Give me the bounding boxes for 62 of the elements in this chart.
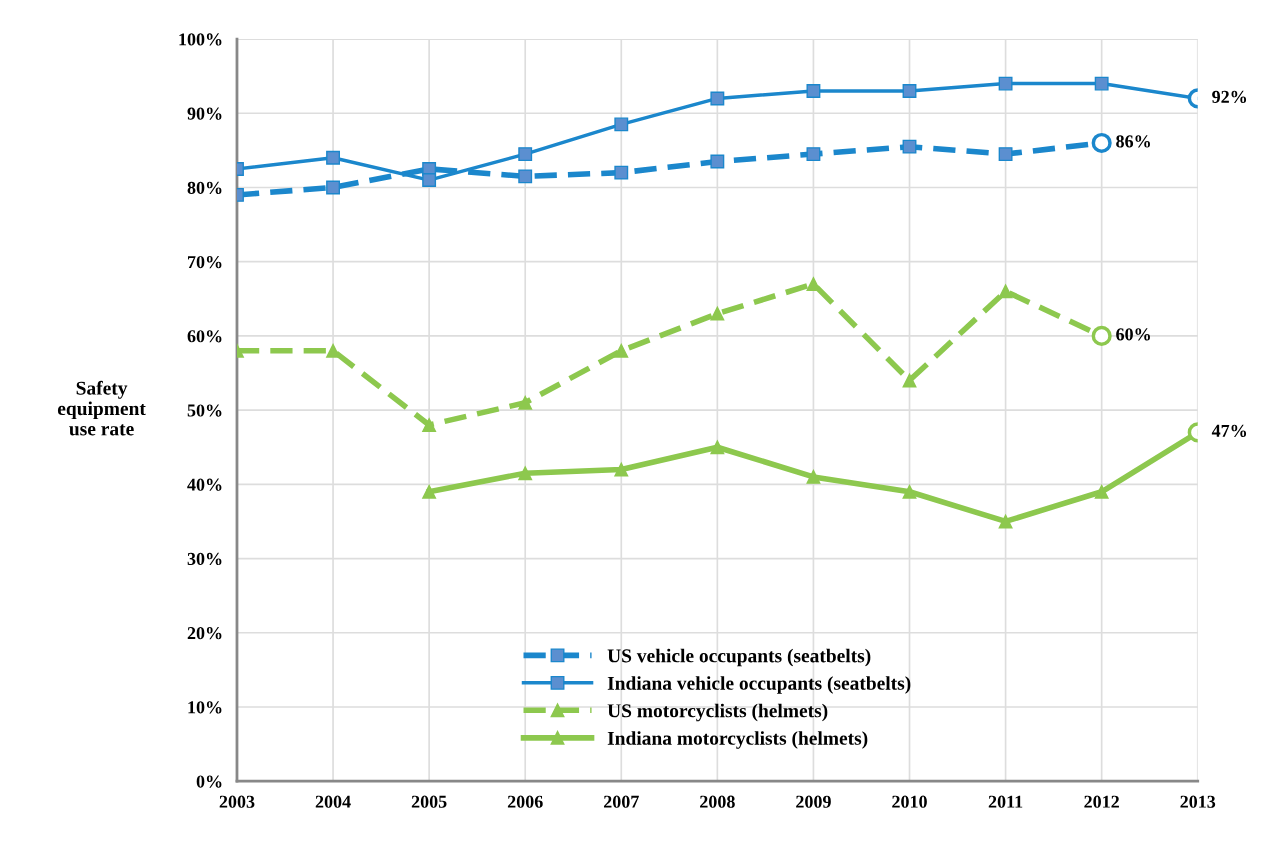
point xyxy=(1094,484,1109,499)
point xyxy=(902,484,917,499)
point xyxy=(614,165,629,180)
x-tick-label: 2011 xyxy=(988,795,1023,808)
y-tick-label: 60% xyxy=(187,330,222,343)
point xyxy=(518,147,533,162)
point xyxy=(326,180,341,195)
x-tick-label: 2005 xyxy=(411,795,447,808)
data-label: 47% xyxy=(1211,424,1247,437)
point xyxy=(902,139,917,154)
point xyxy=(902,373,917,388)
legend-label: US motorcyclists (helmets) xyxy=(607,703,828,722)
point xyxy=(1094,76,1109,91)
legend-label: Indiana motorcyclists (helmets) xyxy=(607,731,868,749)
point xyxy=(518,466,533,481)
legend-label: US vehicle occupants (seatbelts) xyxy=(607,648,871,667)
point xyxy=(518,169,533,184)
data-label: 86% xyxy=(1116,135,1150,148)
data-label: 60% xyxy=(1116,328,1150,341)
legend-label: Indiana vehicle occupants (seatbelts) xyxy=(607,676,911,694)
y-tick-label: 70% xyxy=(188,255,222,269)
point xyxy=(710,440,725,455)
y-tick-label: 40% xyxy=(187,478,222,491)
point xyxy=(710,306,725,321)
data-label: 92% xyxy=(1212,90,1247,104)
x-tick-label: 2004 xyxy=(315,795,351,808)
point xyxy=(614,343,629,358)
x-tick-label: 2012 xyxy=(1084,795,1119,808)
point xyxy=(902,84,917,98)
point xyxy=(806,84,821,98)
x-tick-label: 2003 xyxy=(219,795,255,808)
x-tick-label: 2009 xyxy=(796,795,831,808)
x-tick-label: 2013 xyxy=(1180,795,1216,808)
x-tick-label: 2007 xyxy=(603,795,639,808)
y-tick-label: 90% xyxy=(187,107,222,120)
point xyxy=(998,76,1013,91)
point xyxy=(710,154,725,169)
y-tick-label: 30% xyxy=(187,552,222,566)
point xyxy=(998,284,1013,299)
point xyxy=(518,395,533,410)
point xyxy=(806,147,821,162)
x-tick-label: 2006 xyxy=(507,795,543,808)
y-tick-label: 20% xyxy=(187,627,222,640)
point xyxy=(422,173,437,188)
y-tick-label: 100% xyxy=(179,33,222,46)
point xyxy=(614,462,629,477)
y-tick-label: 80% xyxy=(187,181,222,194)
point xyxy=(422,418,437,432)
x-tick-label: 2008 xyxy=(700,795,735,808)
point xyxy=(614,117,629,132)
y-axis-title: Safety equipment use rate xyxy=(57,380,146,436)
point xyxy=(422,484,437,499)
point xyxy=(998,514,1013,529)
x-tick-label: 2010 xyxy=(892,795,927,808)
point xyxy=(710,91,725,106)
y-tick-label: 0% xyxy=(196,775,222,788)
point xyxy=(998,147,1013,162)
y-tick-label: 50% xyxy=(187,404,222,417)
y-tick-label: 10% xyxy=(188,701,222,714)
point xyxy=(806,469,821,484)
point xyxy=(326,150,341,165)
point xyxy=(806,277,821,291)
